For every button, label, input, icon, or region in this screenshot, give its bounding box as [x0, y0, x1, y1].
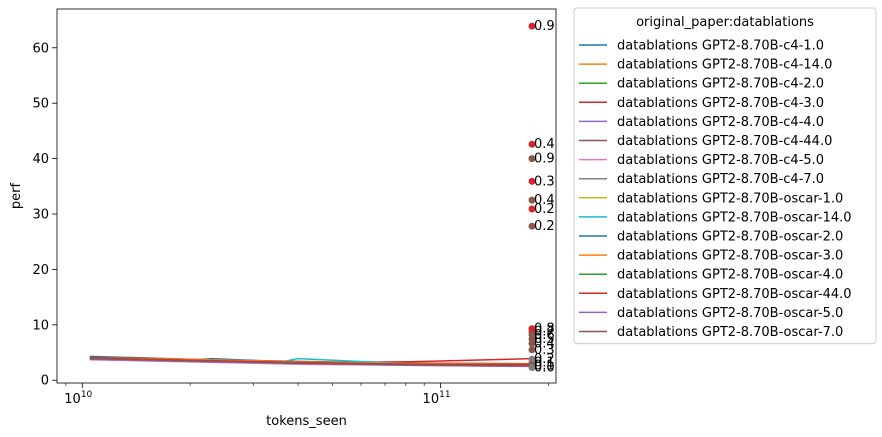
data-point-label-2: 0.4: [534, 137, 555, 152]
legend-entry-1: datablations GPT2-8.70B-c4-1.0: [579, 39, 824, 54]
data-point-label-16: 0.1: [534, 358, 555, 373]
legend: original_paper:datablations datablations…: [573, 7, 877, 345]
legend-entry-12: datablations GPT2-8.70B-oscar-3.0: [579, 249, 843, 264]
data-point-label-4: 0.3: [534, 174, 555, 189]
legend-entries: datablations GPT2-8.70B-c4-1.0 datablatio…: [579, 39, 852, 340]
data-point-label-9: 0.7: [534, 324, 555, 339]
legend-entry-9: datablations GPT2-8.70B-oscar-1.0: [579, 191, 843, 206]
series-line-16: [89, 357, 533, 367]
legend-label-11: datablations GPT2-8.70B-oscar-2.0: [617, 230, 843, 245]
data-point-17: [528, 363, 536, 371]
legend-entry-13: datablations GPT2-8.70B-oscar-4.0: [579, 268, 843, 283]
data-point-label-1: 0.9: [534, 19, 555, 34]
legend-label-4: datablations GPT2-8.70B-c4-3.0: [617, 96, 824, 111]
legend-entry-6: datablations GPT2-8.70B-c4-44.0: [579, 134, 832, 149]
data-point-label-15: 0.1: [534, 355, 555, 370]
data-point-label-13: 0.3: [534, 343, 555, 358]
data-point-label-14: 0.2: [534, 352, 555, 367]
legend-title: original_paper:datablations: [636, 15, 814, 30]
y-tick-label-3: 20: [32, 263, 49, 278]
legend-entry-14: datablations GPT2-8.70B-oscar-44.0: [579, 287, 852, 302]
x-tick-exponent-2: 11: [439, 390, 450, 400]
legend-frame: [573, 7, 877, 345]
data-point-4: [528, 177, 536, 185]
y-axis: 0 10 20 30 40 50 60: [32, 41, 57, 389]
legend-entry-4: datablations GPT2-8.70B-c4-3.0: [579, 96, 824, 111]
data-point-label-11: 0.5: [534, 332, 555, 347]
data-point-label-6: 0.2: [534, 202, 555, 217]
data-point-12: [528, 340, 536, 348]
data-point-3: [528, 155, 536, 163]
legend-entry-7: datablations GPT2-8.70B-c4-5.0: [579, 153, 824, 168]
data-point-13: [528, 346, 536, 354]
x-tick-label-1: 1010: [64, 390, 92, 407]
x-tick-label-2: 1011: [423, 390, 451, 407]
legend-entry-16: datablations GPT2-8.70B-oscar-7.0: [579, 325, 843, 340]
series-layer: [89, 355, 533, 368]
legend-label-5: datablations GPT2-8.70B-c4-4.0: [617, 115, 824, 130]
plot-area: 0.90.40.90.30.40.20.20.80.70.60.50.40.30…: [56, 8, 557, 384]
data-point-label-12: 0.4: [534, 337, 555, 352]
legend-entry-3: datablations GPT2-8.70B-c4-2.0: [579, 77, 824, 92]
x-tick-exponent-1: 10: [81, 390, 93, 400]
legend-entry-15: datablations GPT2-8.70B-oscar-5.0: [579, 306, 843, 321]
y-tick-label-6: 50: [32, 97, 49, 112]
legend-label-3: datablations GPT2-8.70B-c4-2.0: [617, 77, 824, 92]
legend-entry-10: datablations GPT2-8.70B-oscar-14.0: [579, 210, 852, 225]
legend-label-7: datablations GPT2-8.70B-c4-5.0: [617, 153, 824, 168]
y-tick-label-4: 30: [32, 208, 49, 223]
points-layer: [528, 22, 536, 371]
legend-label-16: datablations GPT2-8.70B-oscar-7.0: [617, 325, 843, 340]
data-point-7: [528, 222, 536, 230]
legend-label-14: datablations GPT2-8.70B-oscar-44.0: [617, 287, 852, 302]
plot-frame: [56, 8, 557, 384]
data-point-label-17: 0.0: [534, 360, 555, 375]
legend-label-12: datablations GPT2-8.70B-oscar-3.0: [617, 249, 843, 264]
data-point-1: [528, 22, 536, 30]
x-axis-label: tokens_seen: [266, 414, 347, 429]
data-point-5: [528, 196, 536, 204]
legend-label-9: datablations GPT2-8.70B-oscar-1.0: [617, 191, 843, 206]
legend-label-1: datablations GPT2-8.70B-c4-1.0: [617, 39, 824, 54]
legend-label-2: datablations GPT2-8.70B-c4-14.0: [617, 58, 832, 73]
data-point-label-8: 0.8: [534, 322, 555, 337]
y-axis-label: perf: [9, 182, 24, 209]
data-point-label-10: 0.6: [534, 328, 555, 343]
data-point-2: [528, 140, 536, 148]
x-axis: 1010 1011: [64, 383, 549, 407]
data-point-label-7: 0.2: [534, 219, 555, 234]
legend-entry-2: datablations GPT2-8.70B-c4-14.0: [579, 58, 832, 73]
legend-label-15: datablations GPT2-8.70B-oscar-5.0: [617, 306, 843, 321]
y-tick-label-5: 40: [32, 152, 49, 167]
legend-label-13: datablations GPT2-8.70B-oscar-4.0: [617, 268, 843, 283]
data-point-label-5: 0.4: [534, 193, 555, 208]
point-labels-layer: 0.90.40.90.30.40.20.20.80.70.60.50.40.30…: [534, 19, 555, 375]
y-tick-label-2: 10: [32, 318, 49, 333]
legend-entry-8: datablations GPT2-8.70B-c4-7.0: [579, 172, 824, 187]
legend-entry-5: datablations GPT2-8.70B-c4-4.0: [579, 115, 824, 130]
legend-entry-11: datablations GPT2-8.70B-oscar-2.0: [579, 230, 843, 245]
y-tick-label-7: 60: [32, 41, 49, 56]
legend-label-8: datablations GPT2-8.70B-c4-7.0: [617, 172, 824, 187]
data-point-label-3: 0.9: [534, 152, 555, 167]
legend-label-6: datablations GPT2-8.70B-c4-44.0: [617, 134, 832, 149]
legend-label-10: datablations GPT2-8.70B-oscar-14.0: [617, 210, 852, 225]
data-point-6: [528, 205, 536, 213]
y-tick-label-1: 0: [41, 374, 49, 389]
